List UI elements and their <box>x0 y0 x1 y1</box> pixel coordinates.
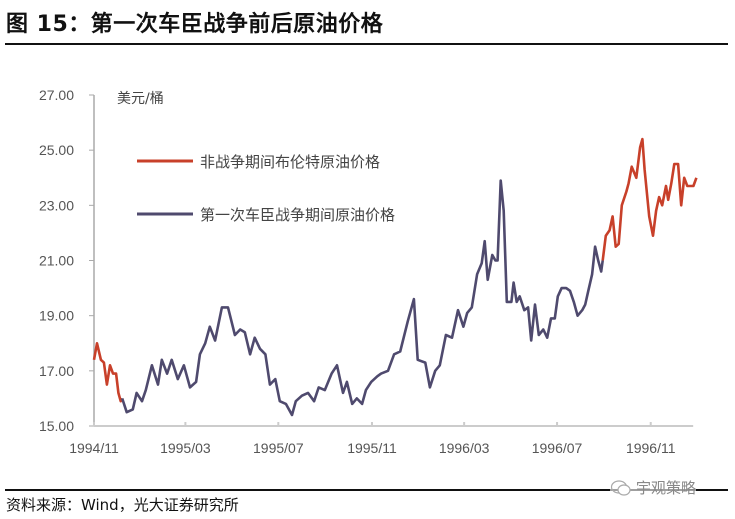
series-line-2 <box>120 179 604 417</box>
legend-label: 非战争期间布伦特原油价格 <box>200 153 380 171</box>
y-axis-unit-label: 美元/桶 <box>117 91 164 107</box>
title-divider <box>5 43 728 45</box>
footer-divider <box>5 489 728 491</box>
series-lines <box>92 137 698 417</box>
x-tick-label: 1996/07 <box>532 440 583 456</box>
y-tick-label: 19.00 <box>39 308 74 324</box>
y-tick-label: 27.00 <box>39 87 74 103</box>
x-tick-label: 1996/03 <box>439 440 490 456</box>
watermark: 宇观策略 <box>610 477 697 498</box>
y-tick-label: 25.00 <box>39 142 74 158</box>
y-tick-label: 23.00 <box>39 197 74 213</box>
x-tick-label: 1995/07 <box>253 440 304 456</box>
wechat-icon <box>610 479 631 496</box>
legend-label: 第一次车臣战争期间原油价格 <box>200 206 395 224</box>
line-chart: 15.00 17.00 19.00 21.00 23.00 25.00 27.00 1994/… <box>39 87 698 456</box>
y-tick-label: 15.00 <box>39 418 74 434</box>
x-tick-label: 1996/11 <box>626 440 676 456</box>
series-line-1 <box>92 342 124 403</box>
figure-title: 图 15：第一次车臣战争前后原油价格 <box>6 12 384 37</box>
x-tick-label: 1995/11 <box>347 440 397 456</box>
watermark-text: 宇观策略 <box>636 479 697 497</box>
x-tick-label: 1994/11 <box>69 440 119 456</box>
x-tick-label: 1995/03 <box>160 440 211 456</box>
series-line-1 <box>601 137 698 261</box>
source-note: 资料来源：Wind，光大证券研究所 <box>6 496 239 514</box>
axes: 15.00 17.00 19.00 21.00 23.00 25.00 27.00 1994/… <box>39 87 694 456</box>
y-tick-label: 17.00 <box>39 363 74 379</box>
y-tick-label: 21.00 <box>39 253 74 269</box>
